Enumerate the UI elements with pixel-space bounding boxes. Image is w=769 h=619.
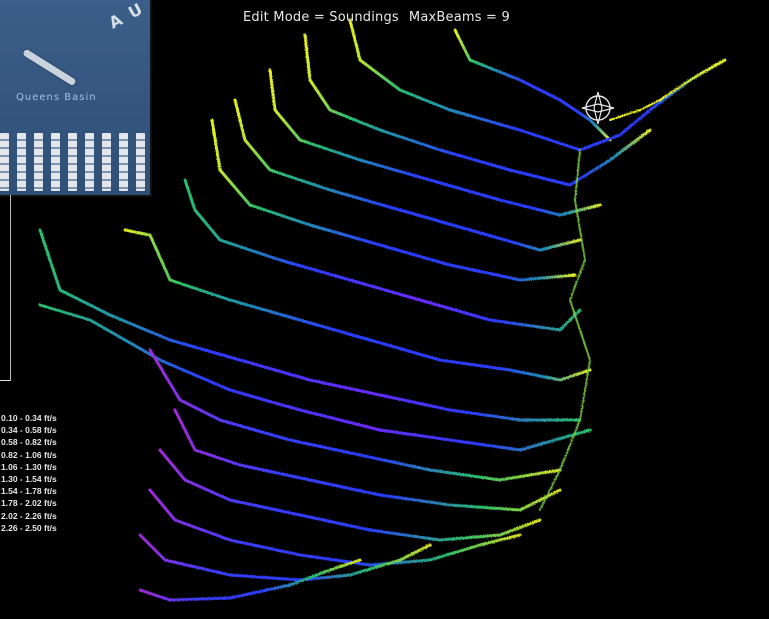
transect-line <box>173 408 562 512</box>
velocity-legend: 0.10 - 0.34 ft/s 0.34 - 0.58 ft/s 0.58 -… <box>0 410 100 534</box>
legend-entry: 0.10 - 0.34 ft/s <box>1 413 57 423</box>
inset-aerial-map: A U Queens Basin <box>0 0 152 197</box>
shoreline-edge <box>609 61 721 121</box>
pier <box>102 133 111 191</box>
boat-shape <box>22 48 77 87</box>
legend-entry: 0.58 - 0.82 ft/s <box>1 437 57 448</box>
panel-divider <box>0 380 10 381</box>
transect-line <box>453 28 612 142</box>
legend-entry: 0.34 - 0.58 ft/s <box>1 425 57 436</box>
legend-entry: 1.54 - 1.78 ft/s <box>1 486 57 497</box>
transect-line <box>183 178 582 332</box>
pier <box>68 133 77 191</box>
legend-entry: 2.02 - 2.26 ft/s <box>1 510 57 521</box>
shoreline-edge <box>539 149 591 511</box>
edit-mode-text: Edit Mode = Soundings <box>243 10 399 25</box>
pier <box>85 133 94 191</box>
transect-line <box>158 448 542 542</box>
legend-entry: 1.30 - 1.54 ft/s <box>1 473 57 484</box>
edit-mode-status: Edit Mode = Soundings MaxBeams = 9 <box>243 10 510 25</box>
transect-line <box>348 18 727 152</box>
marina-piers <box>0 133 150 195</box>
transect-line <box>38 228 582 422</box>
pier <box>51 133 60 191</box>
legend-entry: 2.26 - 2.50 ft/s <box>1 522 57 533</box>
map-corner-text: A U <box>105 0 148 33</box>
transect-line <box>123 228 592 382</box>
legend-entry: 0.82 - 1.06 ft/s <box>1 449 57 460</box>
legend-entry: 1.78 - 2.02 ft/s <box>1 498 57 509</box>
pier <box>34 133 43 191</box>
panel-divider <box>10 195 11 381</box>
pier <box>0 133 9 191</box>
pier <box>119 133 128 191</box>
transect-line <box>138 533 432 582</box>
inset-map-label: Queens Basin <box>16 92 97 103</box>
transect-line <box>303 33 652 187</box>
transect-line <box>148 488 522 567</box>
crosshair-compass-icon <box>581 91 615 125</box>
transect-line <box>148 348 562 482</box>
pier <box>17 133 26 191</box>
transect-line <box>210 118 577 282</box>
transect-line <box>38 303 592 452</box>
pier <box>136 133 145 191</box>
legend-entry: 1.06 - 1.30 ft/s <box>1 461 57 472</box>
transect-line <box>138 558 362 602</box>
transect-line <box>233 98 582 252</box>
max-beams-text: MaxBeams = 9 <box>408 10 510 25</box>
transect-line <box>268 68 602 217</box>
